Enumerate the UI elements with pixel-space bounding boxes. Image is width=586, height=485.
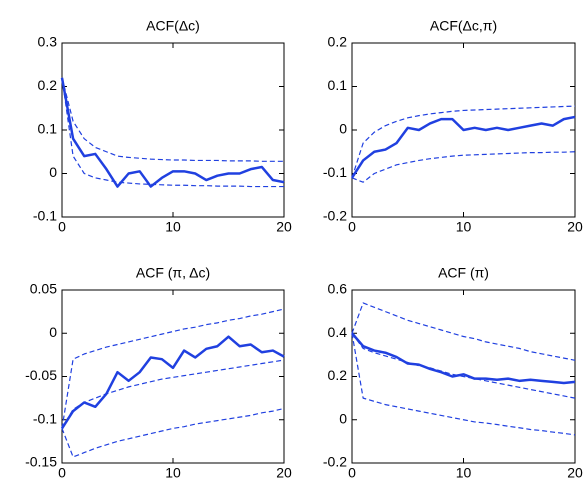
y-tick-label: 0.2	[328, 34, 348, 50]
y-tick-label: 0.05	[30, 281, 57, 297]
y-tick-label: 0.1	[328, 77, 348, 93]
x-tick-label: 0	[348, 465, 356, 481]
acf-line	[350, 115, 576, 179]
x-tick-label: 20	[276, 465, 292, 481]
subplot-title: ACF (π, Δc)	[136, 265, 210, 281]
confidence-band	[61, 77, 284, 188]
y-tick-label: 0	[339, 410, 347, 426]
confidence-band	[351, 302, 576, 361]
x-tick-label: 10	[165, 219, 181, 235]
x-tick-label: 0	[348, 219, 356, 235]
y-tick-label: -0.05	[25, 367, 57, 383]
subplot-title: ACF(Δc,π)	[430, 18, 497, 34]
confidence-band	[61, 308, 285, 429]
plot-frame	[61, 42, 285, 218]
y-tick-label: 0.2	[38, 77, 58, 93]
y-tick-label: -0.15	[25, 454, 57, 470]
y-tick-label: -0.2	[323, 208, 347, 224]
x-tick-label: 20	[276, 219, 292, 235]
x-tick-label: 10	[456, 465, 472, 481]
y-tick-label: 0	[49, 164, 57, 180]
y-tick-label: 0.4	[328, 324, 348, 340]
confidence-band	[61, 77, 284, 162]
x-tick-label: 0	[58, 219, 66, 235]
y-tick-label: 0.3	[38, 34, 58, 50]
y-tick-label: 0	[49, 324, 57, 340]
confidence-band	[351, 151, 576, 183]
acf-line	[351, 332, 576, 385]
y-tick-label: -0.1	[323, 164, 347, 180]
confidence-band	[351, 105, 576, 179]
subplot-title: ACF (π)	[438, 265, 489, 281]
y-tick-label: 0	[339, 121, 347, 137]
subplot-title: ACF(Δc)	[146, 18, 200, 34]
x-tick-label: 20	[567, 219, 583, 235]
y-tick-label: 0.2	[328, 367, 348, 383]
y-tick-label: -0.2	[323, 454, 347, 470]
y-tick-label: -0.1	[33, 410, 57, 426]
plot-frame	[61, 289, 285, 464]
y-tick-label: 0.1	[38, 121, 58, 137]
confidence-band	[351, 332, 576, 399]
acf-line	[60, 77, 285, 188]
y-tick-label: -0.1	[33, 208, 57, 224]
y-tick-label: 0.6	[328, 281, 348, 297]
confidence-band	[61, 359, 285, 429]
x-tick-label: 10	[165, 465, 181, 481]
x-tick-label: 0	[58, 465, 66, 481]
confidence-band	[351, 333, 576, 436]
x-tick-label: 10	[456, 219, 472, 235]
x-tick-label: 20	[567, 465, 583, 481]
acf-line	[60, 335, 285, 430]
confidence-band	[61, 407, 285, 458]
